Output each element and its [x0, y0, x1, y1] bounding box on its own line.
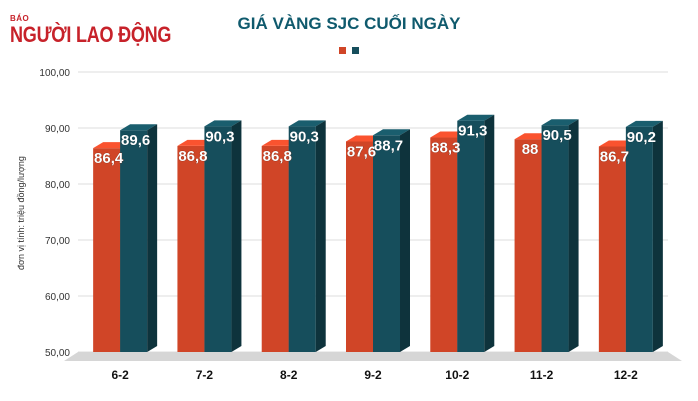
bar-12-2-series-2: [625, 120, 663, 352]
x-tick-label: 10-2: [445, 368, 469, 382]
y-tick-label: 80,00: [45, 180, 70, 191]
bar-10-2-series-2: [457, 114, 495, 352]
data-label: 86,8: [263, 148, 292, 165]
chart-title: GIÁ VÀNG SJC CUỐI NGÀY: [237, 14, 461, 33]
x-tick-label: 6-2: [111, 368, 129, 382]
data-label: 90,2: [627, 129, 656, 146]
y-tick-label: 60,00: [45, 292, 70, 303]
bars: [93, 114, 663, 353]
bar-9-2-series-2: [373, 129, 410, 352]
data-label: 88,7: [374, 137, 403, 154]
brand-logo: BÁO NGƯỜI LAO ĐỘNG: [10, 14, 186, 48]
data-label: 86,8: [178, 148, 207, 165]
x-axis: 6-2 7-2 8-2 9-2 10-2 11-2 12-2: [111, 368, 638, 382]
y-tick-label: 100,00: [39, 68, 70, 79]
chart-floor: [64, 352, 682, 361]
floor-plane: [64, 352, 682, 361]
y-axis: 50,00 60,00 70,00 80,00 90,00 100,00: [39, 68, 70, 359]
x-tick-label: 11-2: [530, 368, 554, 382]
x-tick-label: 7-2: [196, 368, 214, 382]
bar-11-2-series-2: [541, 119, 579, 352]
data-label: 88: [522, 141, 539, 158]
legend-swatch-series-2: [352, 47, 359, 54]
data-label: 87,6: [347, 143, 376, 160]
legend-swatch-series-1: [339, 47, 346, 54]
chart-legend: [339, 47, 363, 55]
y-tick-label: 70,00: [45, 236, 70, 247]
y-axis-label: đơn vị tính: triệu đồng/lượng: [16, 156, 26, 270]
data-label: 89,6: [121, 132, 150, 149]
x-tick-label: 8-2: [280, 368, 298, 382]
y-tick-label: 50,00: [45, 348, 70, 359]
bar-7-2-series-2: [204, 120, 242, 352]
bar-6-2-series-2: [120, 124, 158, 353]
logo-small-text: BÁO: [10, 14, 30, 23]
data-label: 91,3: [458, 123, 487, 140]
data-label: 86,7: [600, 148, 629, 165]
data-label: 86,4: [94, 150, 124, 167]
bar-8-2-series-2: [288, 120, 326, 352]
x-tick-label: 12-2: [614, 368, 638, 382]
y-tick-label: 90,00: [45, 124, 70, 135]
value-labels: 86,489,6 86,8 90,3 86,8 90,3 87,688,7 88,391,3…: [94, 122, 657, 167]
data-label: 90,3: [290, 128, 319, 145]
logo-main-text: NGƯỜI LAO ĐỘNG: [10, 22, 172, 47]
x-tick-label: 9-2: [364, 368, 382, 382]
data-label: 90,5: [542, 127, 571, 144]
data-label: 88,3: [431, 140, 460, 157]
data-label: 90,3: [205, 128, 234, 145]
